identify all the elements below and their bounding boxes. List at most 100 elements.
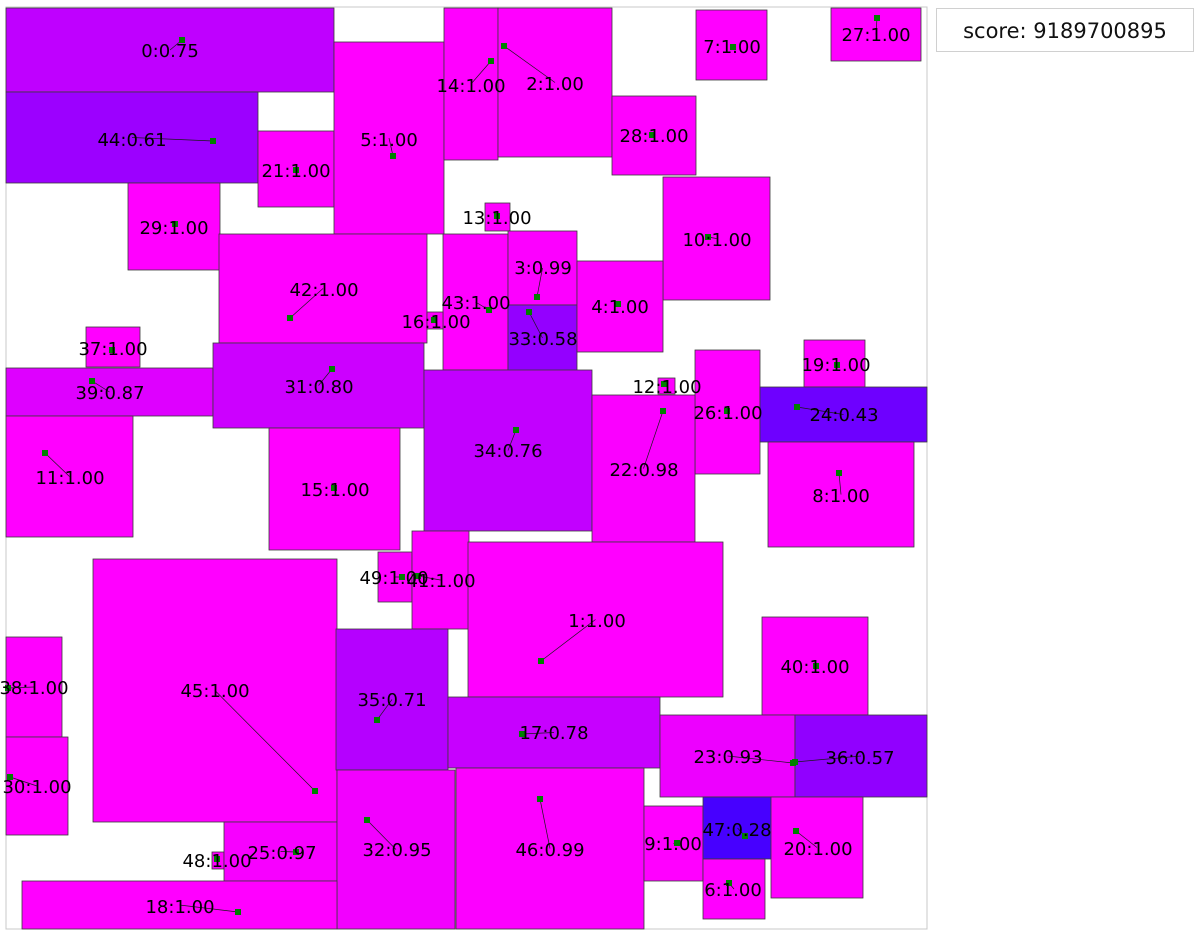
rect-label-18: 18:1.00 [145,897,214,918]
rect-label-31: 31:0.80 [284,377,353,398]
rect-label-35: 35:0.71 [357,690,426,711]
rect-label-5: 5:1.00 [360,130,418,151]
point-marker-39 [89,378,95,384]
rect-label-24: 24:0.43 [809,405,878,426]
point-marker-29 [172,221,178,227]
point-marker-22 [660,408,666,414]
rect-label-49: 49:1.00 [359,568,428,589]
rect-label-7: 7:1.00 [703,37,761,58]
rectangle-layer [5,7,928,930]
point-marker-45 [312,788,318,794]
point-link-14 [470,60,492,85]
point-marker-13 [494,213,500,219]
point-marker-20 [793,828,799,834]
point-marker-48 [214,856,220,862]
rect-label-0: 0:0.75 [141,41,199,62]
rect-label-16: 16:1.00 [401,312,470,333]
rect-label-6: 6:1.00 [704,880,762,901]
rect-label-27: 27:1.00 [841,25,910,46]
point-link-45 [214,690,316,792]
rect-label-17: 17:0.78 [519,723,588,744]
point-link-11 [44,452,70,477]
point-link-2 [503,45,556,83]
point-link-18 [179,904,239,913]
point-marker-0 [179,37,185,43]
point-marker-32 [364,817,370,823]
point-link-17 [521,732,555,735]
point-marker-1 [538,658,544,664]
rect-label-21: 21:1.00 [261,161,330,182]
rect-label-1: 1:1.00 [568,611,626,632]
rect-label-28: 28:1.00 [619,126,688,147]
rect-label-20: 20:1.00 [783,839,852,860]
rect-label-41: 41:1.00 [406,571,475,592]
rect-label-26: 26:1.00 [693,403,762,424]
point-marker-47 [742,833,748,839]
point-link-8 [838,472,842,495]
point-link-42 [289,288,324,319]
point-link-35 [376,699,393,721]
point-marker-6 [726,880,732,886]
point-marker-33 [526,309,532,315]
rect-label-14: 14:1.00 [436,76,505,97]
rect-label-4: 4:1.00 [591,297,649,318]
rect-label-44: 44:0.61 [97,130,166,151]
point-marker-49 [399,574,405,580]
rect-label-15: 15:1.00 [300,480,369,501]
rect-label-42: 42:1.00 [289,280,358,301]
point-marker-9 [674,840,680,846]
point-marker-37 [109,347,115,353]
rect-label-34: 34:0.76 [473,441,542,462]
point-marker-36 [792,759,798,765]
rect-label-45: 45:1.00 [180,681,249,702]
point-link-22 [643,410,664,469]
point-link-30 [9,776,38,787]
rect-label-11: 11:1.00 [35,468,104,489]
point-link-36 [794,755,862,763]
rect-label-12: 12:1.00 [632,377,701,398]
point-marker-25 [293,849,299,855]
rect-label-40: 40:1.00 [780,657,849,678]
rect-label-9: 9:1.00 [644,834,702,855]
point-link-44 [131,137,214,142]
requested-point-layer [5,15,880,915]
rect-label-39: 39:0.87 [75,383,144,404]
point-link-38 [7,686,35,689]
point-link-33 [528,311,543,339]
point-marker-14 [488,58,494,64]
rect-label-48: 48:1.00 [182,851,251,872]
point-marker-43 [486,307,492,313]
point-marker-35 [374,717,380,723]
point-marker-40 [813,663,819,669]
point-link-34 [507,429,517,451]
point-marker-4 [615,301,621,307]
rect-label-37: 37:1.00 [78,339,147,360]
point-marker-12 [661,381,667,387]
point-marker-5 [390,153,396,159]
rect-label-13: 13:1.00 [462,208,531,229]
rect-label-3: 3:0.99 [514,258,572,279]
rect-label-32: 32:0.95 [362,840,431,861]
point-marker-28 [649,132,655,138]
rect-label-25: 25:0.97 [247,843,316,864]
rect-label-10: 10:1.00 [682,230,751,251]
rect-label-43: 43:1.00 [441,293,510,314]
rect-label-8: 8:1.00 [812,486,870,507]
point-marker-42 [287,315,293,321]
point-marker-10 [705,234,711,240]
rect-label-30: 30:1.00 [2,777,71,798]
point-marker-34 [513,427,519,433]
rect-label-47: 47:0.28 [702,820,771,841]
rect-label-29: 29:1.00 [139,218,208,239]
point-marker-17 [519,731,525,737]
point-marker-46 [537,796,543,802]
point-marker-41 [415,573,421,579]
point-marker-7 [730,44,736,50]
rect-label-46: 46:0.99 [515,840,584,861]
point-link-1 [540,619,596,662]
point-link-3 [536,267,543,298]
point-marker-38 [5,685,11,691]
point-marker-26 [724,408,730,414]
point-marker-19 [834,362,840,368]
